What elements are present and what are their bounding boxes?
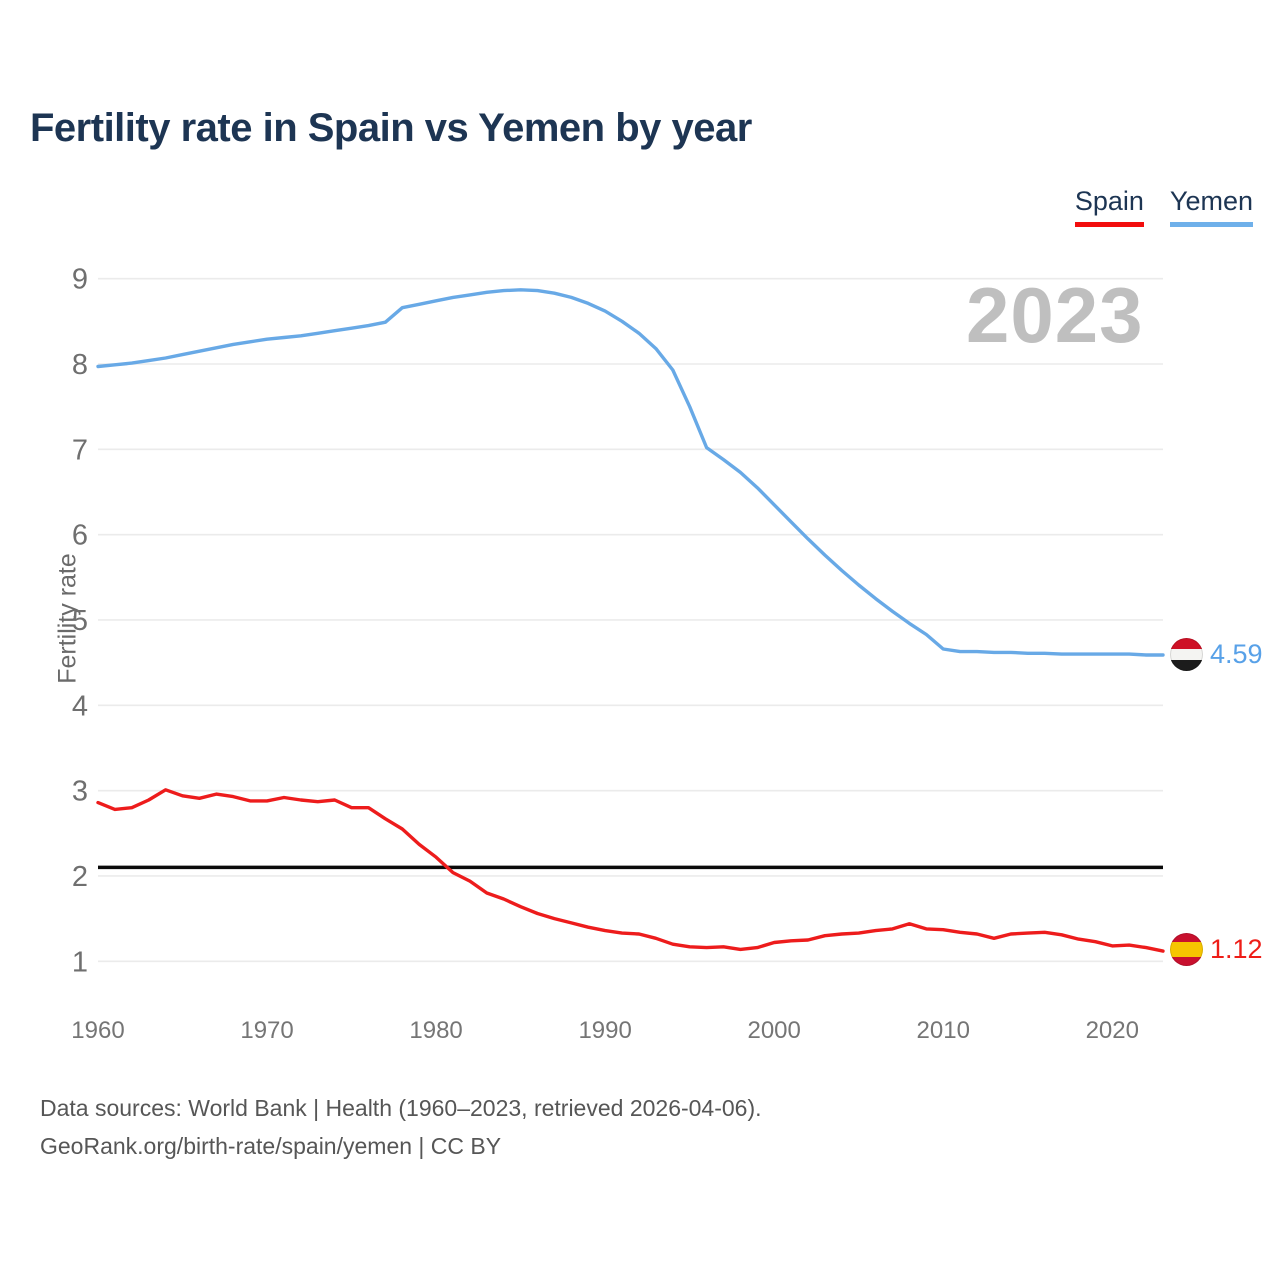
yemen-flag-icon	[1170, 638, 1203, 671]
y-tick-6: 6	[72, 520, 88, 552]
attribution-line: GeoRank.org/birth-rate/spain/yemen | CC …	[40, 1133, 502, 1159]
yemen-end-label: 4.59	[1170, 638, 1263, 671]
legend: Spain Yemen	[1074, 186, 1253, 227]
series-line-yemen	[96, 288, 1165, 657]
x-tick-1980: 1980	[409, 1017, 462, 1044]
page-title: Fertility rate in Spain vs Yemen by year	[30, 106, 752, 150]
x-tick-1960: 1960	[71, 1017, 124, 1044]
y-tick-4: 4	[72, 690, 88, 722]
y-tick-3: 3	[72, 776, 88, 808]
y-tick-8: 8	[72, 349, 88, 381]
x-tick-2000: 2000	[747, 1017, 800, 1044]
y-tick-7: 7	[72, 434, 88, 466]
data-sources-line: Data sources: World Bank | Health (1960–…	[40, 1095, 762, 1121]
fertility-line-chart: 1 2 3 4 5 6 7 8 9 1960 1970 1980 1990 2000 2010 2020	[71, 264, 1165, 1044]
spain-flag-icon	[1170, 933, 1203, 966]
x-tick-2020: 2020	[1086, 1017, 1139, 1044]
year-watermark: 2023	[966, 271, 1144, 359]
footer: Data sources: World Bank | Health (1960–…	[40, 1089, 762, 1165]
legend-item-yemen[interactable]: Yemen	[1169, 186, 1253, 227]
x-tick-1970: 1970	[240, 1017, 293, 1044]
x-tick-2010: 2010	[917, 1017, 970, 1044]
x-tick-1990: 1990	[578, 1017, 631, 1044]
series-line-spain	[96, 788, 1165, 953]
yemen-end-value: 4.59	[1210, 639, 1263, 669]
y-tick-9: 9	[72, 264, 88, 296]
y-tick-5: 5	[72, 605, 88, 637]
legend-item-spain[interactable]: Spain	[1074, 186, 1144, 227]
spain-end-label: 1.12	[1170, 933, 1263, 966]
y-tick-1: 1	[72, 946, 88, 978]
spain-end-value: 1.12	[1210, 934, 1263, 964]
y-tick-2: 2	[72, 861, 88, 893]
